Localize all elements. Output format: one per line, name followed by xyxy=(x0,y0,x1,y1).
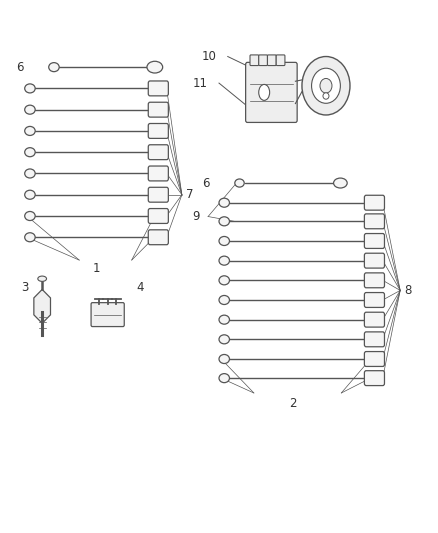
FancyBboxPatch shape xyxy=(364,233,385,248)
Text: 8: 8 xyxy=(405,284,412,297)
Ellipse shape xyxy=(219,237,230,246)
Ellipse shape xyxy=(25,190,35,199)
FancyBboxPatch shape xyxy=(364,352,385,367)
FancyBboxPatch shape xyxy=(364,273,385,288)
Ellipse shape xyxy=(323,93,329,99)
Text: 6: 6 xyxy=(17,61,24,74)
Ellipse shape xyxy=(25,212,35,221)
FancyBboxPatch shape xyxy=(148,81,168,96)
Ellipse shape xyxy=(219,315,230,324)
FancyBboxPatch shape xyxy=(148,102,168,117)
FancyBboxPatch shape xyxy=(364,293,385,308)
Ellipse shape xyxy=(147,61,162,73)
Ellipse shape xyxy=(25,148,35,157)
Text: 10: 10 xyxy=(202,50,217,63)
Text: 4: 4 xyxy=(136,281,144,294)
FancyBboxPatch shape xyxy=(364,312,385,327)
FancyBboxPatch shape xyxy=(364,253,385,268)
Ellipse shape xyxy=(219,198,230,207)
Text: 6: 6 xyxy=(202,176,210,190)
FancyBboxPatch shape xyxy=(364,214,385,229)
Polygon shape xyxy=(34,289,50,324)
FancyBboxPatch shape xyxy=(364,195,385,210)
Ellipse shape xyxy=(25,169,35,178)
FancyBboxPatch shape xyxy=(364,332,385,347)
Ellipse shape xyxy=(259,84,270,100)
Ellipse shape xyxy=(25,84,35,93)
Ellipse shape xyxy=(25,233,35,242)
FancyBboxPatch shape xyxy=(246,62,297,123)
Ellipse shape xyxy=(235,179,244,187)
FancyBboxPatch shape xyxy=(148,230,168,245)
FancyBboxPatch shape xyxy=(148,145,168,160)
Ellipse shape xyxy=(334,178,347,188)
Ellipse shape xyxy=(219,354,230,364)
Ellipse shape xyxy=(219,335,230,344)
Circle shape xyxy=(302,56,350,115)
Circle shape xyxy=(311,68,340,103)
Text: 3: 3 xyxy=(21,281,28,294)
FancyBboxPatch shape xyxy=(148,166,168,181)
Ellipse shape xyxy=(219,217,230,226)
Ellipse shape xyxy=(219,295,230,304)
Circle shape xyxy=(320,78,332,93)
FancyBboxPatch shape xyxy=(276,55,285,66)
Text: 7: 7 xyxy=(186,188,194,201)
Ellipse shape xyxy=(219,276,230,285)
FancyBboxPatch shape xyxy=(91,303,124,327)
Ellipse shape xyxy=(219,374,230,383)
FancyBboxPatch shape xyxy=(250,55,259,66)
FancyBboxPatch shape xyxy=(148,124,168,139)
Text: 1: 1 xyxy=(93,262,100,275)
FancyBboxPatch shape xyxy=(268,55,276,66)
Text: 9: 9 xyxy=(192,210,199,223)
Text: 2: 2 xyxy=(290,397,297,410)
Ellipse shape xyxy=(49,62,59,71)
Ellipse shape xyxy=(38,276,46,281)
Text: 11: 11 xyxy=(193,77,208,90)
FancyBboxPatch shape xyxy=(148,208,168,223)
Ellipse shape xyxy=(219,256,230,265)
FancyBboxPatch shape xyxy=(259,55,268,66)
Ellipse shape xyxy=(25,105,35,114)
FancyBboxPatch shape xyxy=(148,187,168,202)
Ellipse shape xyxy=(25,126,35,135)
FancyBboxPatch shape xyxy=(364,370,385,385)
